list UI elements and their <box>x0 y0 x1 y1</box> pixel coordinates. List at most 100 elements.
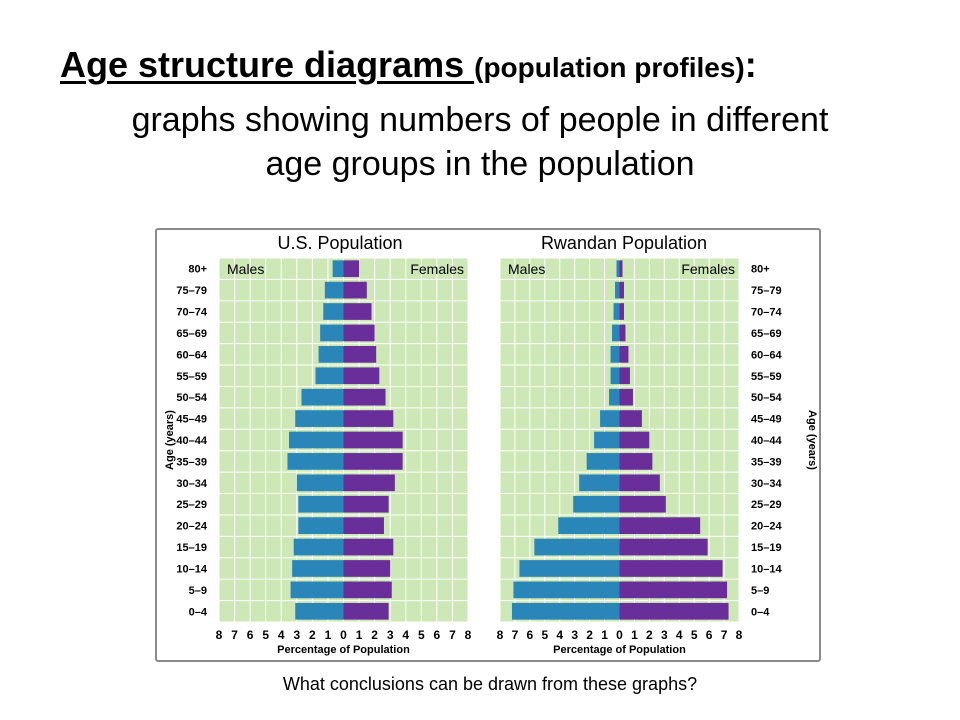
female-bar <box>343 453 403 470</box>
male-bar <box>534 538 620 556</box>
male-bar <box>323 303 344 320</box>
slide-title: Age structure diagrams (population profi… <box>60 44 940 89</box>
x-tick-label: 4 <box>556 628 563 642</box>
female-bar <box>619 517 701 534</box>
age-tick-label: 40–44 <box>751 435 782 447</box>
x-axis-label: Percentage of Population <box>277 644 410 656</box>
male-bar <box>513 581 620 599</box>
male-bar <box>615 281 620 299</box>
age-tick-label: 25–29 <box>751 499 782 511</box>
panel-title: U.S. Population <box>277 233 402 253</box>
female-bar <box>343 281 367 299</box>
male-series-label: Males <box>227 261 264 277</box>
male-bar <box>610 346 620 363</box>
male-bar <box>600 410 620 427</box>
female-bar <box>343 346 377 363</box>
x-tick-label: 2 <box>371 628 378 642</box>
x-tick-label: 7 <box>231 628 238 642</box>
female-bar <box>343 410 394 427</box>
female-bar <box>343 367 380 385</box>
x-tick-label: 2 <box>586 628 593 642</box>
male-bar <box>616 260 620 278</box>
female-bar <box>619 453 653 470</box>
male-bar <box>315 367 344 385</box>
age-tick-label: 80+ <box>751 264 770 276</box>
x-tick-label: 0 <box>616 628 623 642</box>
female-bar <box>619 367 630 385</box>
female-bar <box>619 581 728 599</box>
x-tick-label: 6 <box>527 628 534 642</box>
age-tick-label: 50–54 <box>176 392 207 404</box>
male-bar <box>610 367 620 385</box>
female-bar <box>619 538 708 556</box>
age-tick-label: 35–39 <box>751 456 782 468</box>
y-axis-label: Age (years) <box>164 410 176 470</box>
male-bar <box>332 260 344 278</box>
age-tick-label: 70–74 <box>751 307 782 319</box>
population-pyramid-figure: U.S. Population Males Females 80+ 75–79 70–74… <box>155 228 821 662</box>
male-bar <box>295 410 344 427</box>
x-tick-label: 5 <box>691 628 698 642</box>
female-bar <box>619 560 723 577</box>
age-tick-label: 10–14 <box>751 563 782 575</box>
x-tick-label: 3 <box>571 628 578 642</box>
female-bar <box>619 388 633 406</box>
age-tick-label: 15–19 <box>176 542 207 554</box>
panel-title: Rwandan Population <box>541 233 707 253</box>
female-bar <box>343 602 389 620</box>
question-text: What conclusions can be drawn from these… <box>282 674 698 694</box>
male-bar <box>558 517 620 534</box>
age-tick-label: 55–59 <box>176 371 207 383</box>
x-tick-label: 3 <box>661 628 668 642</box>
title-colon: : <box>744 44 757 85</box>
age-tick-label: 55–59 <box>751 371 782 383</box>
x-tick-label: 3 <box>387 628 394 642</box>
x-tick-label: 2 <box>646 628 653 642</box>
age-tick-label: 45–49 <box>176 414 207 426</box>
male-bar <box>290 581 344 599</box>
female-bar <box>619 260 623 278</box>
male-bar <box>579 474 620 492</box>
female-bar <box>619 602 729 620</box>
female-bar <box>343 495 389 513</box>
age-tick-label: 0–4 <box>189 606 208 618</box>
slide-subtitle: graphs showing numbers of people in diff… <box>131 101 829 183</box>
title-main: Age structure diagrams <box>60 44 475 85</box>
x-tick-label: 6 <box>247 628 254 642</box>
age-tick-label: 35–39 <box>176 456 207 468</box>
male-bar <box>287 453 344 470</box>
x-tick-label: 1 <box>601 628 608 642</box>
female-series-label: Females <box>681 261 735 277</box>
male-bar <box>320 324 344 342</box>
female-bar <box>619 410 642 427</box>
male-bar <box>301 388 344 406</box>
x-tick-label: 1 <box>631 628 638 642</box>
female-bar <box>619 495 666 513</box>
female-bar <box>619 474 660 492</box>
age-tick-label: 75–79 <box>751 285 782 297</box>
x-tick-label: 4 <box>278 628 285 642</box>
male-bar <box>296 474 344 492</box>
female-bar <box>343 260 360 278</box>
age-tick-label: 5–9 <box>189 585 207 597</box>
population-pyramids-svg: U.S. Population Males Females 80+ 75–79 70–74… <box>164 233 818 656</box>
x-tick-label: 3 <box>293 628 300 642</box>
x-axis-label: Percentage of Population <box>553 644 686 656</box>
x-tick-label: 4 <box>676 628 683 642</box>
female-bar <box>343 388 386 406</box>
age-tick-label: 65–69 <box>751 328 782 340</box>
age-tick-label: 70–74 <box>176 307 207 319</box>
x-tick-label: 7 <box>449 628 456 642</box>
age-tick-label: 60–64 <box>751 349 782 361</box>
age-tick-label: 20–24 <box>176 521 207 533</box>
female-bar <box>343 474 395 492</box>
male-bar <box>573 495 620 513</box>
female-bar <box>343 581 392 599</box>
age-tick-label: 5–9 <box>751 585 769 597</box>
x-tick-label: 4 <box>402 628 409 642</box>
age-tick-label: 80+ <box>188 264 207 276</box>
x-tick-label: 8 <box>465 628 472 642</box>
x-tick-label: 2 <box>309 628 316 642</box>
female-bar <box>343 303 372 320</box>
male-bar <box>612 324 620 342</box>
